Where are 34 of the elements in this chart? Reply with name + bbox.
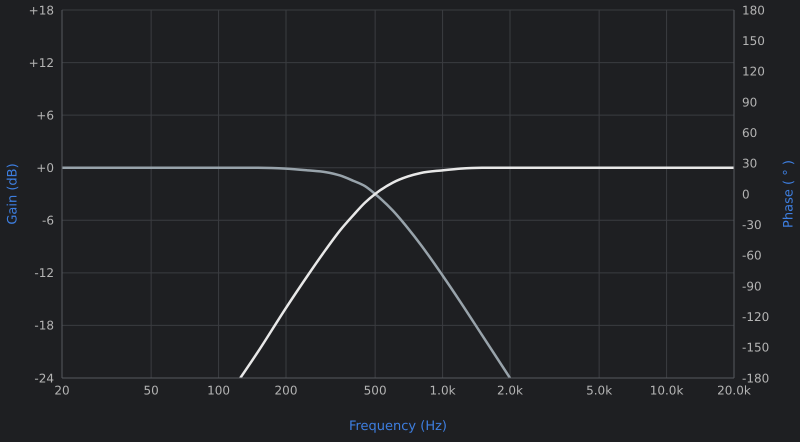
- y2-tick-label: 60: [742, 126, 758, 140]
- x-tick-label: 20.0k: [717, 384, 751, 398]
- y2-tick-label: -150: [742, 340, 770, 355]
- x-tick-label: 500: [364, 384, 387, 398]
- x-tick-label: 2.0k: [496, 384, 524, 398]
- y2-tick-label: 90: [742, 95, 758, 110]
- y2-tick-label: -30: [742, 218, 762, 232]
- y-tick-label: -6: [42, 214, 54, 228]
- y2-tick-label: -120: [742, 310, 770, 324]
- y-tick-label: +0: [36, 160, 54, 175]
- x-tick-label: 200: [274, 384, 298, 398]
- y-tick-label: +12: [28, 56, 54, 70]
- y2-tick-label: 30: [742, 156, 758, 171]
- y-tick-label: -18: [34, 318, 54, 333]
- y2-axis-title: Phase ( ° ): [782, 160, 797, 228]
- x-tick-label: 100: [207, 384, 230, 398]
- x-tick-label: 5.0k: [586, 384, 612, 398]
- x-tick-label: 10.0k: [650, 384, 684, 398]
- y-tick-label: +18: [28, 3, 54, 18]
- x-tick-label: 50: [144, 384, 159, 398]
- y2-tick-label: -60: [742, 248, 762, 263]
- y2-tick-label: 150: [742, 34, 765, 48]
- y-axis-title: Gain (dB): [6, 163, 21, 225]
- y2-tick-label: 180: [742, 3, 765, 18]
- y2-tick-label: 120: [742, 64, 765, 79]
- x-tick-label: 20: [54, 384, 70, 398]
- y-tick-label: -24: [34, 371, 54, 386]
- y2-tick-label: 0: [742, 187, 750, 202]
- y-tick-label: -12: [34, 266, 54, 280]
- x-tick-label: 1.0k: [430, 384, 456, 398]
- y2-tick-label: -90: [742, 279, 762, 294]
- y2-tick-label: -180: [742, 371, 770, 386]
- y-tick-label: +6: [36, 108, 54, 122]
- x-axis-title: Frequency (Hz): [348, 419, 448, 434]
